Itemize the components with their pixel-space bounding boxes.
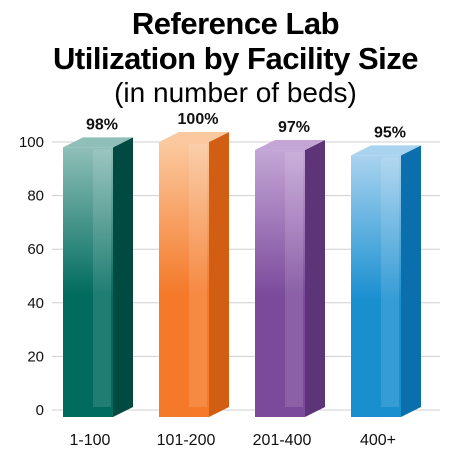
bar-side	[209, 132, 229, 417]
bar-101-200	[159, 132, 229, 417]
bar-front	[63, 147, 113, 418]
bar-highlight	[93, 149, 111, 408]
y-tick-label: 100	[19, 134, 44, 151]
bar-front	[351, 155, 401, 417]
bar-400+	[351, 145, 421, 417]
bar-highlight	[189, 144, 207, 407]
data-label: 97%	[278, 119, 310, 136]
bar-side	[305, 140, 325, 418]
bar-highlight	[285, 152, 303, 407]
y-tick-label: 20	[27, 348, 44, 365]
data-label: 100%	[178, 111, 219, 128]
bar-side	[113, 137, 133, 418]
bar-side	[401, 145, 421, 417]
bar-201-400	[255, 140, 325, 418]
bar-1-100	[63, 137, 133, 418]
chart-title-line-2: Utilization by Facility Size	[53, 41, 418, 76]
bar-top	[63, 137, 133, 148]
y-tick-label: 80	[27, 188, 44, 205]
bar-front	[255, 150, 305, 418]
y-tick-label: 40	[27, 295, 44, 312]
y-tick-label: 60	[27, 241, 44, 258]
x-tick-label: 101-200	[157, 432, 216, 449]
data-label: 95%	[374, 124, 406, 141]
bar-front	[159, 142, 209, 417]
chart-title: Reference Lab Utilization by Facility Si…	[0, 6, 471, 110]
x-tick-label: 400+	[360, 432, 396, 449]
y-tick-label: 0	[36, 402, 44, 419]
bar-top	[351, 145, 421, 156]
chart-subtitle: (in number of beds)	[114, 77, 357, 108]
bar-top	[159, 132, 229, 142]
x-tick-label: 201-400	[253, 432, 312, 449]
bar-highlight	[381, 157, 399, 407]
x-tick-label: 1-100	[70, 432, 111, 449]
data-label: 98%	[86, 116, 118, 133]
bar-top	[255, 140, 325, 151]
chart-title-line-1: Reference Lab	[131, 6, 340, 41]
